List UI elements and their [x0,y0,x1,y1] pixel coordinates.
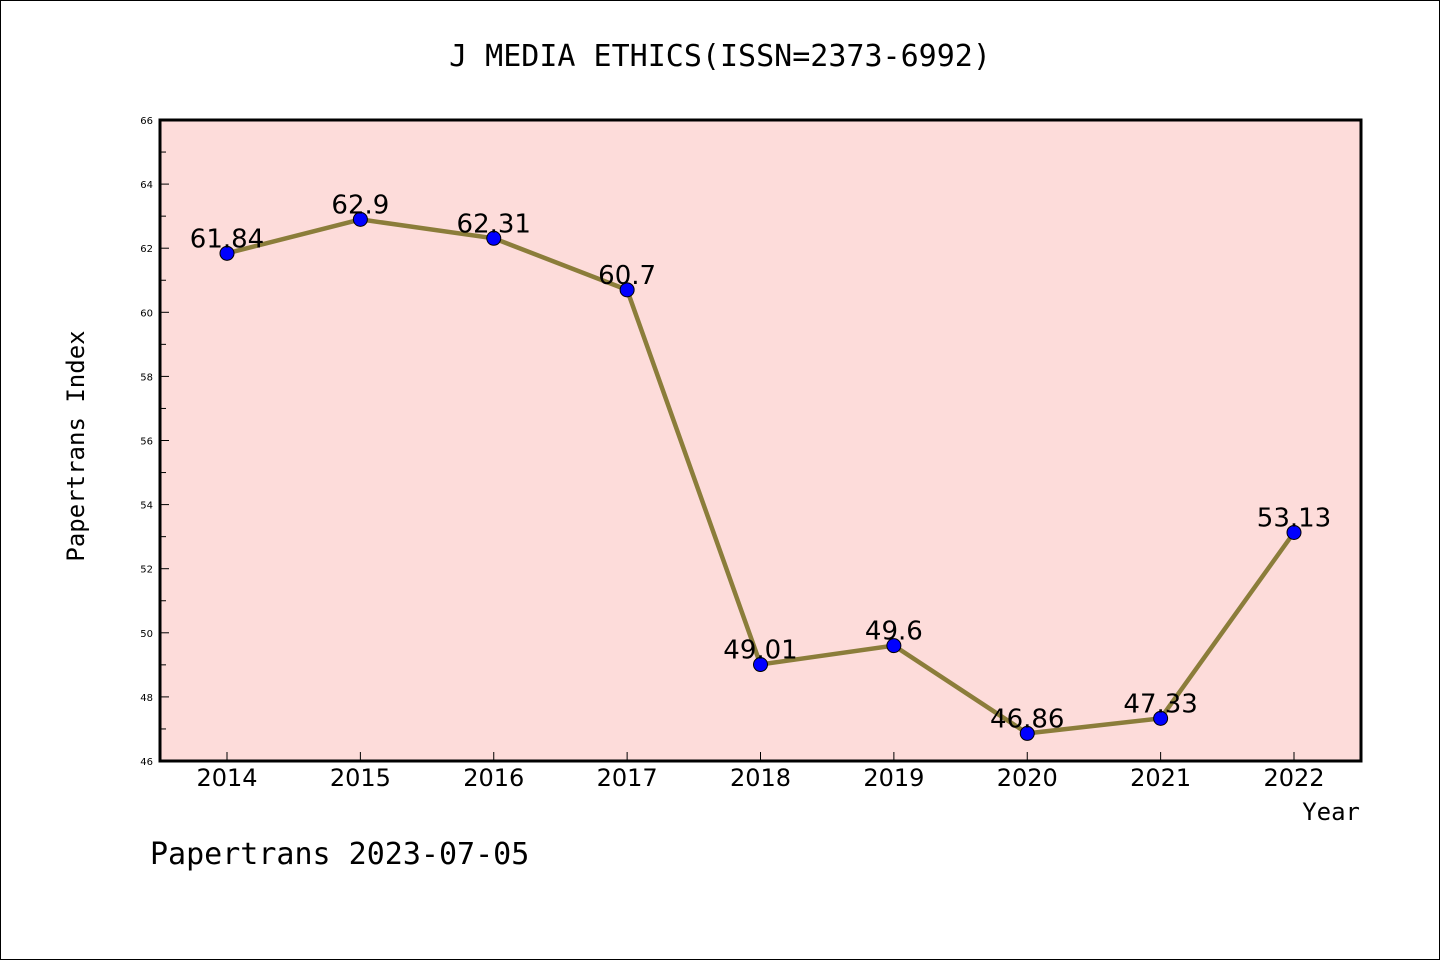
data-label: 49.6 [865,617,923,647]
y-tick-label: 52 [140,565,153,576]
y-tick-label: 50 [140,629,153,640]
data-point [886,638,902,654]
data-label: 53.13 [1257,503,1331,533]
data-label: 60.7 [598,261,656,291]
y-tick-label: 58 [140,372,153,383]
data-label: 62.9 [331,190,389,220]
data-point [219,245,235,261]
x-tick-label: 2015 [330,764,391,792]
x-tick-label: 2017 [597,764,658,792]
y-tick-label: 48 [140,693,153,704]
x-tick-label: 2018 [730,764,791,792]
x-tick-label: 2021 [1130,764,1191,792]
data-label: 61.84 [190,224,264,254]
data-point [753,657,768,673]
x-tick-label: 2022 [1263,764,1324,792]
footer-text: Papertrans 2023-07-05 [150,837,529,872]
data-point [1286,524,1302,540]
data-point [1019,725,1035,741]
data-label: 47.33 [1123,689,1197,719]
data-point [486,230,502,246]
y-tick-label: 46 [140,757,153,768]
y-tick-label: 62 [140,244,153,255]
y-tick-label: 56 [140,437,153,448]
data-label: 62.31 [457,209,531,239]
plot-border [158,118,1363,763]
chart-title: J MEDIA ETHICS(ISSN=2373-6992) [449,39,991,74]
y-axis-label: Papertrans Index [62,330,90,561]
data-label: 49.01 [723,636,797,666]
x-tick-label: 2016 [463,764,524,792]
data-point [1153,710,1169,726]
data-point [619,282,635,298]
data-label: 46.86 [990,704,1064,734]
x-tick-label: 2019 [863,764,924,792]
y-tick-label: 64 [140,180,153,191]
data-markers [219,211,1302,741]
x-axis-label: Year [1302,798,1360,826]
y-tick-label: 54 [140,501,153,512]
x-axis: 2014 2015 2016 2017 2018 2019 2020 2021 2022 [196,752,1325,792]
x-tick-label: 2020 [997,764,1058,792]
y-tick-label: 66 [140,116,153,127]
y-tick-label: 60 [140,308,153,319]
data-labels: 61.84 62.9 62.31 60.7 49.01 49.6 46.86 47.33 53.… [190,190,1331,734]
x-tick-label: 2014 [196,764,257,792]
data-point [352,211,368,227]
